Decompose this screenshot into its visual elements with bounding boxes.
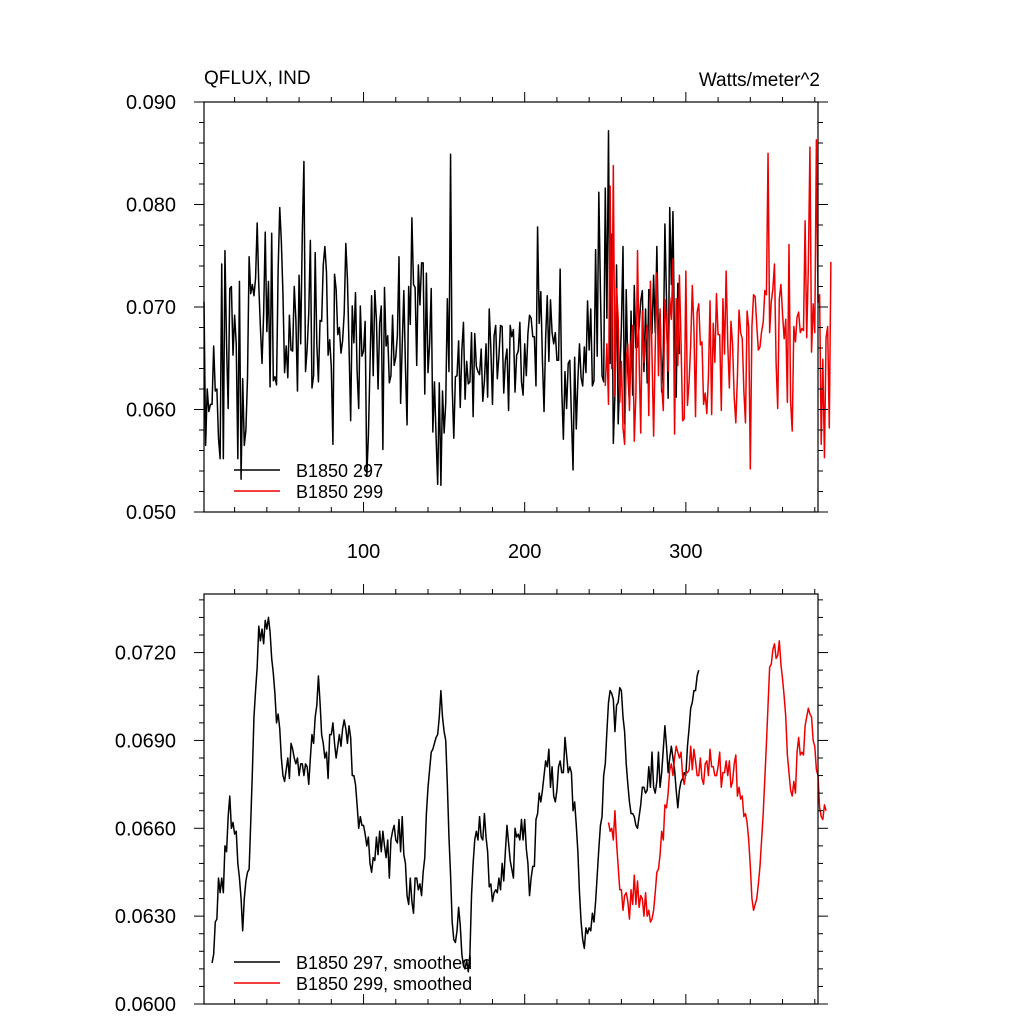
p1-x-tick-label: 300 (669, 541, 702, 563)
legend-label-b1850-299-smoothed: B1850 299, smoothed (296, 974, 472, 994)
top-panel-title: QFLUX, IND (204, 68, 311, 89)
p1-y-tick-label: 0.060 (126, 400, 176, 422)
p2-series-line-0 (211, 616, 700, 973)
p1-series-line-1 (604, 139, 832, 470)
bottom-panel-legend: B1850 297, smoothed B1850 299, smoothed (234, 953, 472, 994)
top-panel-frame (203, 101, 819, 513)
p2-y-tick-label: 0.0630 (115, 906, 176, 928)
bottom-panel: 0.0600 0.0630 0.0660 0.0690 0.0720 B1850 297… (115, 584, 828, 1016)
top-panel-series (203, 129, 832, 487)
p1-x-tick-label: 100 (347, 541, 380, 563)
legend-label-b1850-299: B1850 299 (296, 482, 383, 502)
top-panel: QFLUX, IND Watts/meter^2 100 200 300 0.050 0… (126, 68, 832, 563)
p1-x-tick-label: 200 (508, 541, 541, 563)
p2-y-tick-label: 0.0690 (115, 730, 176, 752)
bottom-panel-ticks: 0.0600 0.0630 0.0660 0.0690 0.0720 (115, 584, 828, 1016)
p2-y-tick-label: 0.0720 (115, 643, 176, 665)
legend-label-b1850-297: B1850 297 (296, 461, 383, 481)
p1-y-tick-label: 0.070 (126, 297, 176, 319)
p1-y-tick-label: 0.080 (126, 195, 176, 217)
top-panel-legend: B1850 297 B1850 299 (234, 461, 383, 502)
top-panel-units: Watts/meter^2 (699, 70, 820, 91)
p2-y-tick-label: 0.0600 (115, 994, 176, 1016)
bottom-panel-series (211, 616, 827, 973)
p2-series-line-1 (607, 640, 827, 923)
legend-label-b1850-297-smoothed: B1850 297, smoothed (296, 953, 472, 973)
p2-y-tick-label: 0.0660 (115, 818, 176, 840)
p1-y-tick-label: 0.090 (126, 92, 176, 114)
top-panel-ticks: 100 200 300 0.050 0.060 0.070 0.080 0.090 (126, 92, 828, 563)
bottom-panel-frame (203, 593, 819, 1005)
p1-y-tick-label: 0.050 (126, 502, 176, 524)
p1-series-line-0 (203, 129, 681, 487)
